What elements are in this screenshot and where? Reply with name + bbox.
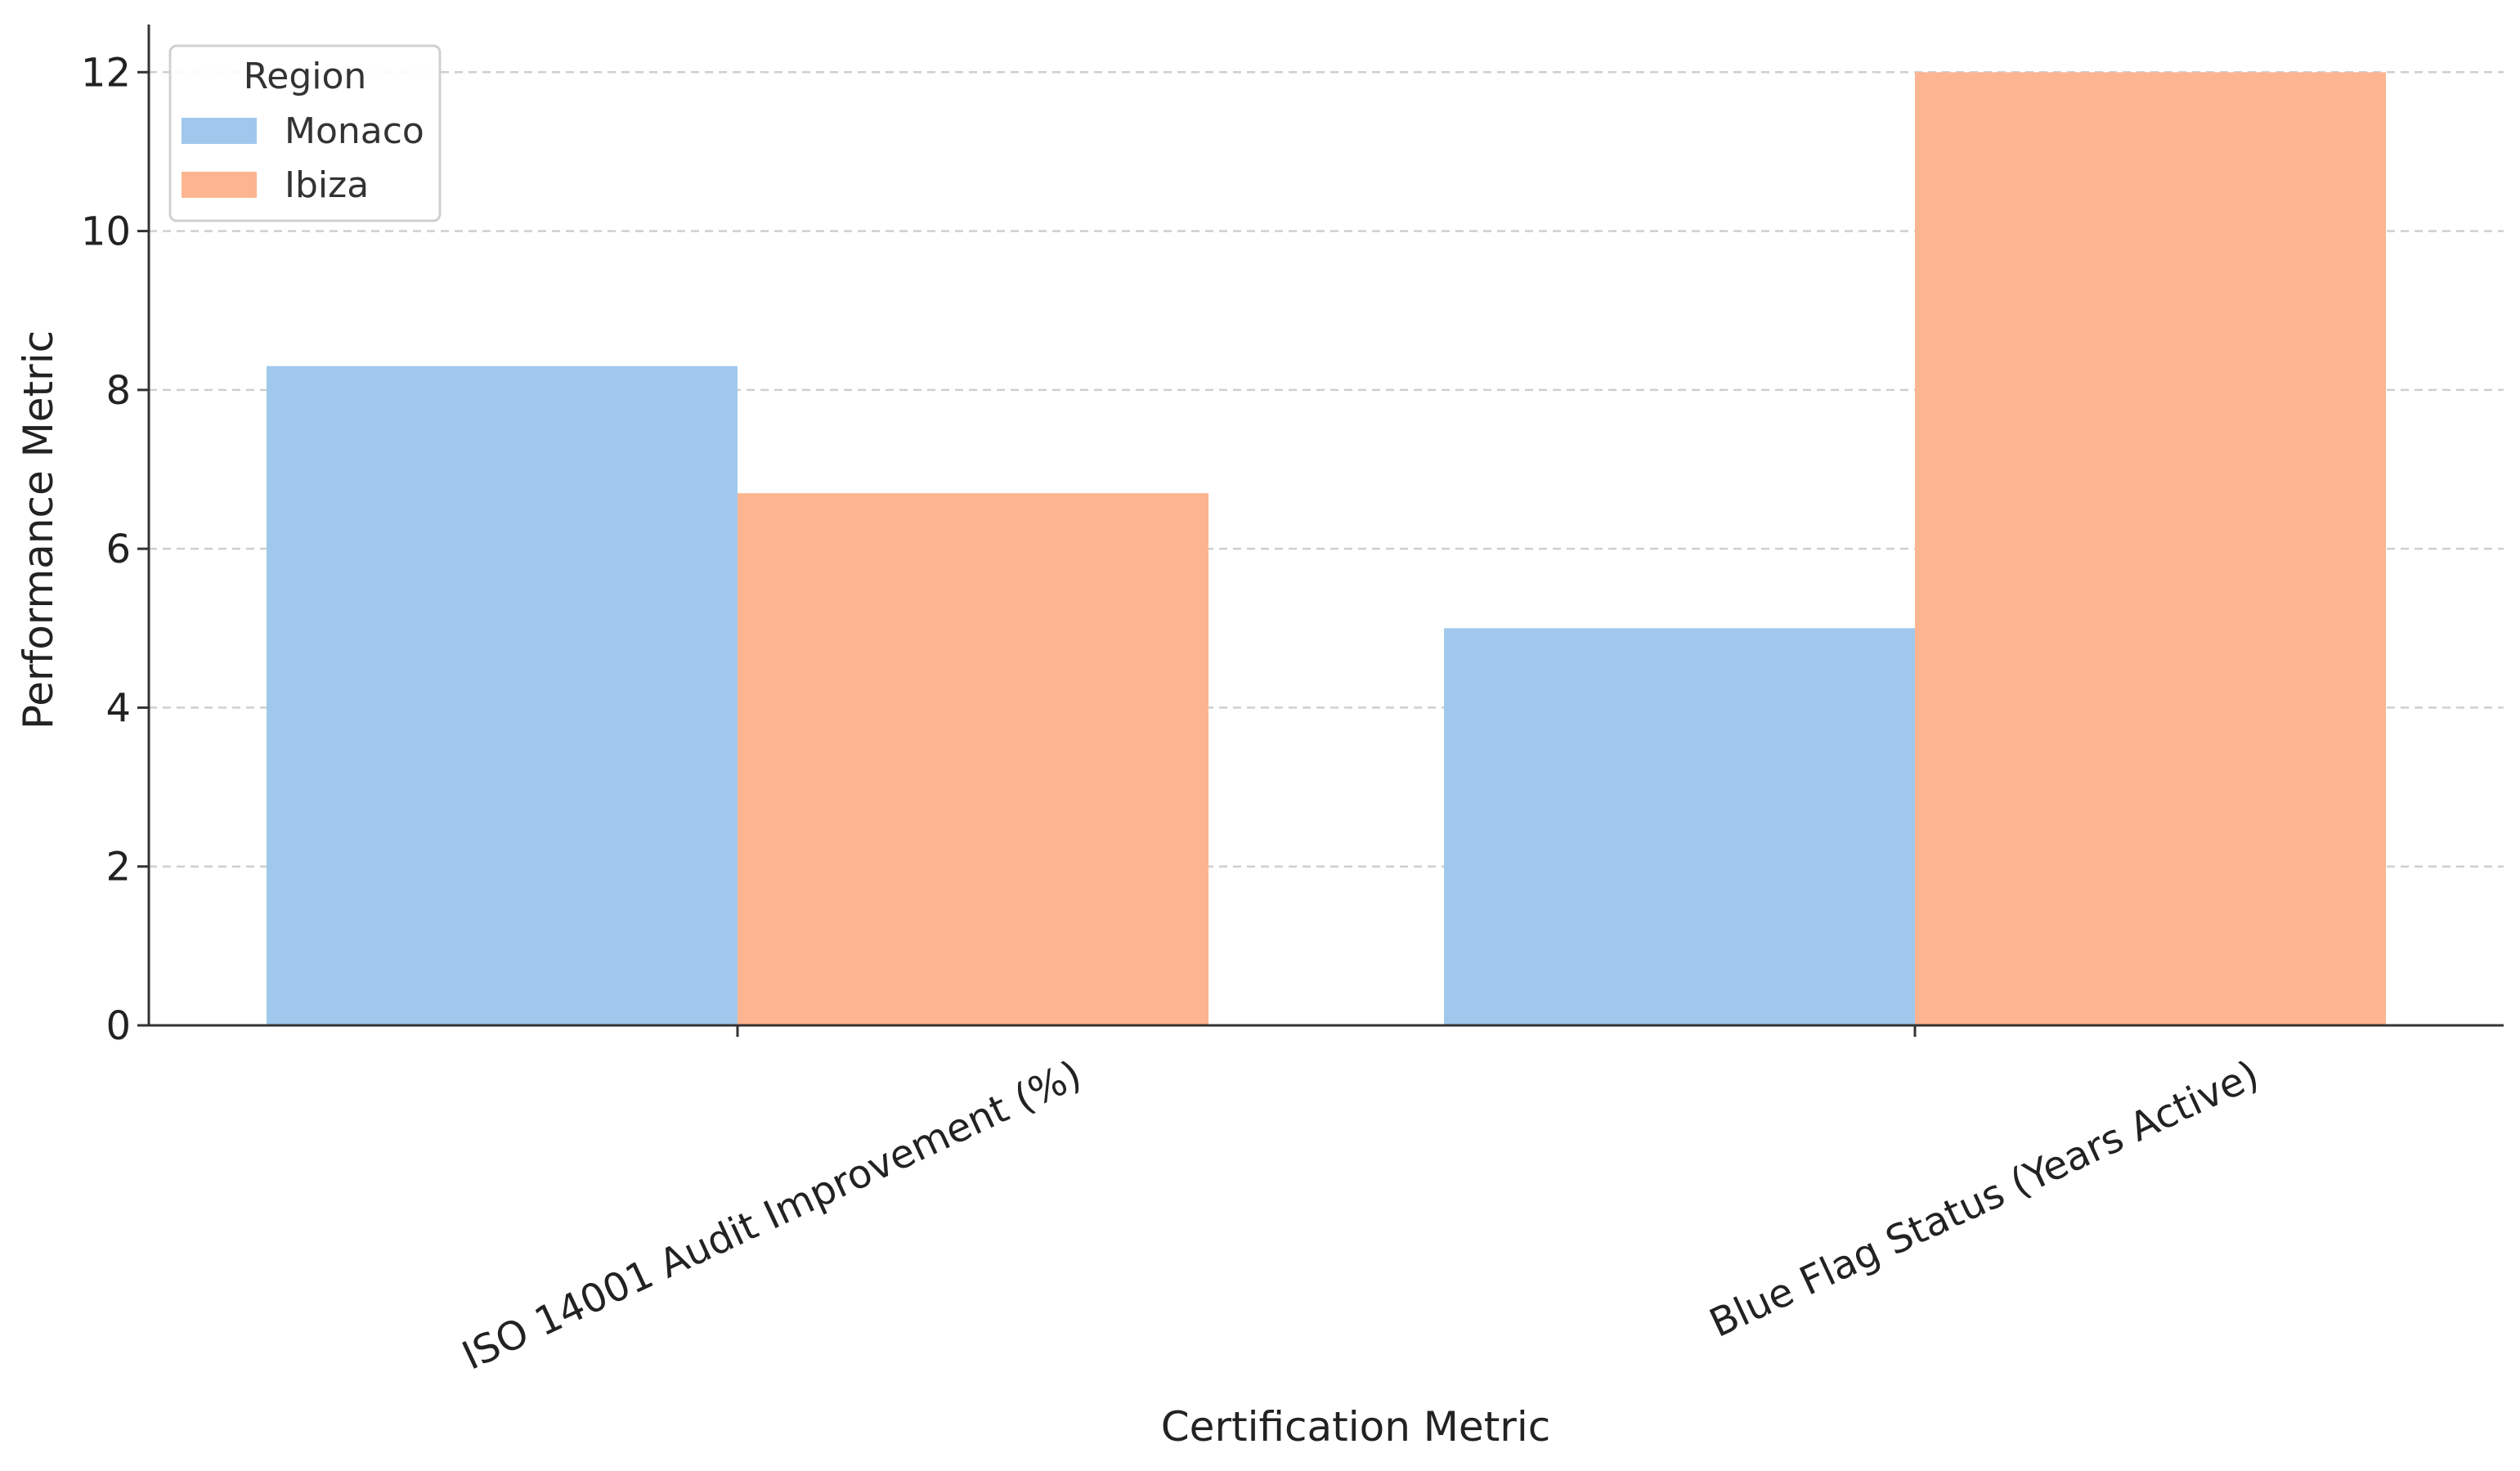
x-tick-label: ISO 14001 Audit Improvement (%)	[455, 1052, 1088, 1379]
y-tick-label: 0	[105, 1003, 131, 1049]
bar-monaco-0	[267, 366, 738, 1025]
x-axis-label: Certification Metric	[1161, 1403, 1550, 1451]
y-tick-label: 4	[105, 685, 131, 731]
legend-swatch-ibiza	[182, 172, 257, 198]
legend: Region Monaco Ibiza	[168, 44, 442, 222]
bar-ibiza-1	[1915, 72, 2386, 1025]
legend-swatch-monaco	[182, 118, 257, 144]
bars	[267, 72, 2386, 1025]
bar-ibiza-0	[738, 493, 1208, 1025]
legend-label-monaco: Monaco	[285, 110, 424, 152]
y-tick-label: 8	[105, 368, 131, 414]
y-axis-label: Performance Metric	[15, 330, 62, 729]
y-tick-label: 6	[105, 527, 131, 572]
y-tick-label: 12	[81, 50, 131, 96]
x-tick-label: Blue Flag Status (Years Active)	[1703, 1052, 2267, 1347]
legend-label-ibiza: Ibiza	[285, 164, 369, 206]
y-tick-label: 2	[105, 845, 131, 890]
y-tick-label: 10	[81, 209, 131, 255]
legend-title: Region	[244, 56, 367, 97]
axes	[147, 25, 2504, 1027]
bar-monaco-1	[1444, 628, 1915, 1025]
